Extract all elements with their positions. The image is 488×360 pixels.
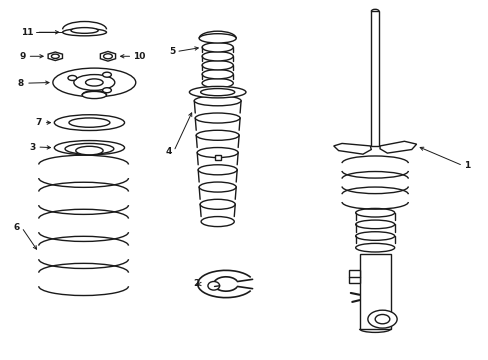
Text: 8: 8 <box>18 79 24 88</box>
Ellipse shape <box>200 89 234 96</box>
Bar <box>359 253 390 329</box>
Ellipse shape <box>355 243 394 252</box>
Ellipse shape <box>200 199 235 209</box>
Ellipse shape <box>202 51 233 61</box>
Ellipse shape <box>53 68 136 97</box>
Text: 9: 9 <box>20 52 26 61</box>
Ellipse shape <box>102 88 111 93</box>
Text: 4: 4 <box>165 147 172 156</box>
Ellipse shape <box>197 148 238 158</box>
Text: 10: 10 <box>133 52 145 61</box>
Ellipse shape <box>189 86 245 98</box>
Text: 11: 11 <box>21 28 34 37</box>
Ellipse shape <box>51 54 59 58</box>
Ellipse shape <box>194 96 241 106</box>
Ellipse shape <box>355 220 394 229</box>
Ellipse shape <box>198 165 237 175</box>
Ellipse shape <box>202 42 233 52</box>
Ellipse shape <box>202 60 233 70</box>
Ellipse shape <box>82 91 106 99</box>
Ellipse shape <box>207 282 219 290</box>
Ellipse shape <box>201 217 234 226</box>
Ellipse shape <box>199 34 236 43</box>
Ellipse shape <box>71 28 98 33</box>
Ellipse shape <box>374 315 389 324</box>
Ellipse shape <box>102 72 111 77</box>
Ellipse shape <box>85 79 103 86</box>
Text: 3: 3 <box>29 143 36 152</box>
Bar <box>348 270 359 283</box>
Ellipse shape <box>54 140 124 155</box>
Ellipse shape <box>65 143 114 154</box>
Ellipse shape <box>195 113 240 123</box>
Text: 6: 6 <box>14 223 20 232</box>
Ellipse shape <box>62 29 106 36</box>
Ellipse shape <box>76 146 103 155</box>
Ellipse shape <box>199 182 236 192</box>
Polygon shape <box>333 143 370 154</box>
Text: 2: 2 <box>193 279 199 288</box>
Bar <box>214 155 221 160</box>
Bar <box>370 12 378 146</box>
Ellipse shape <box>202 69 233 79</box>
Polygon shape <box>48 52 62 60</box>
Polygon shape <box>100 51 115 61</box>
Polygon shape <box>379 141 416 153</box>
Ellipse shape <box>202 78 233 88</box>
Ellipse shape <box>68 76 77 81</box>
Ellipse shape <box>69 118 110 127</box>
Text: 5: 5 <box>169 47 175 56</box>
Ellipse shape <box>54 115 124 131</box>
Ellipse shape <box>74 75 115 90</box>
Ellipse shape <box>196 130 239 140</box>
Ellipse shape <box>355 232 394 240</box>
Ellipse shape <box>355 208 394 217</box>
Ellipse shape <box>103 54 112 59</box>
Ellipse shape <box>367 310 396 328</box>
Text: 7: 7 <box>36 118 42 127</box>
Text: 1: 1 <box>463 161 469 170</box>
